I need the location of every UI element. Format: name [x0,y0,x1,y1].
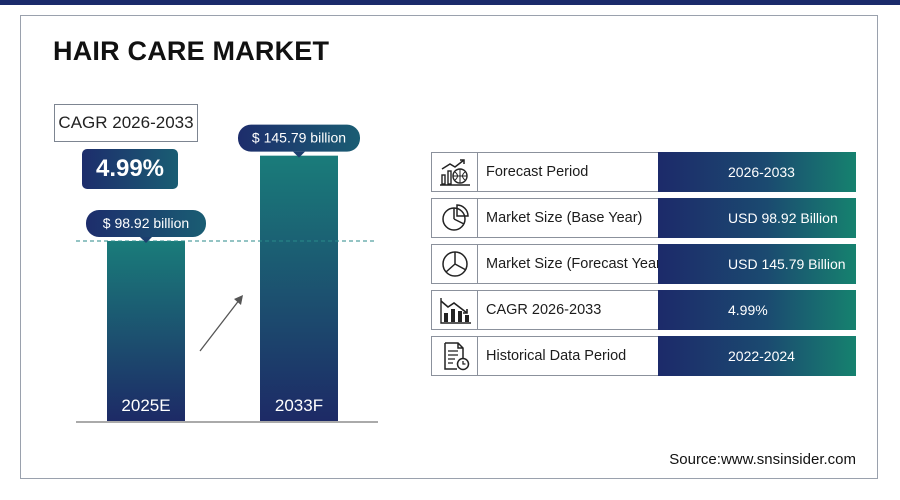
data-label-pill [86,209,206,237]
row-divider [477,245,478,283]
stat-value: USD 98.92 Billion [658,198,856,238]
stats-table: Forecast Period 2026-2033 Market Size (B… [431,152,856,382]
growth-arrow-line [199,298,241,352]
growth-chart-icon [440,159,470,186]
bar-2033F [260,155,338,421]
page-title: HAIR CARE MARKET [53,36,330,66]
data-label: $ 145.79 billion [252,130,346,146]
pie-chart-icon [442,204,469,231]
row-divider [477,199,478,237]
bar-2025E [107,240,185,421]
category-label: 2025E [121,396,170,415]
data-label-pointer [293,151,305,158]
row-divider [477,337,478,375]
pie-chart-icon [442,251,468,277]
bar-chart-trend-icon [440,298,471,324]
stat-row-forecast-year: Market Size (Forecast Year) USD 145.79 B… [431,244,856,284]
stat-row-forecast-period: Forecast Period 2026-2033 [431,152,856,192]
source-credit: Source:www.snsinsider.com [669,451,856,468]
stat-value: 2022-2024 [658,336,856,376]
document-clock-icon [444,342,470,371]
data-label: $ 98.92 billion [103,215,189,231]
stat-value: 4.99% [658,290,856,330]
stat-row-historical-period: Historical Data Period 2022-2024 [431,336,856,376]
stat-label: Market Size (Base Year) [486,210,643,226]
stat-label: Historical Data Period [486,348,627,364]
stat-label: CAGR 2026-2033 [486,302,602,318]
stat-label: Market Size (Forecast Year) [486,256,666,272]
stat-value: USD 145.79 Billion [658,244,856,284]
growth-arrow-head [234,295,243,305]
row-divider [477,291,478,329]
cagr-value-badge: 4.99% [82,149,178,189]
top-accent-bar [0,0,900,5]
cagr-label-box: CAGR 2026-2033 [54,104,198,142]
stat-row-cagr: CAGR 2026-2033 4.99% [431,290,856,330]
category-label: 2033F [275,396,323,415]
stat-value: 2026-2033 [658,152,856,192]
stat-row-base-year: Market Size (Base Year) USD 98.92 Billio… [431,198,856,238]
data-label-pointer [140,236,152,243]
row-divider [477,153,478,191]
data-label-pill [238,124,360,152]
stat-label: Forecast Period [486,164,589,180]
